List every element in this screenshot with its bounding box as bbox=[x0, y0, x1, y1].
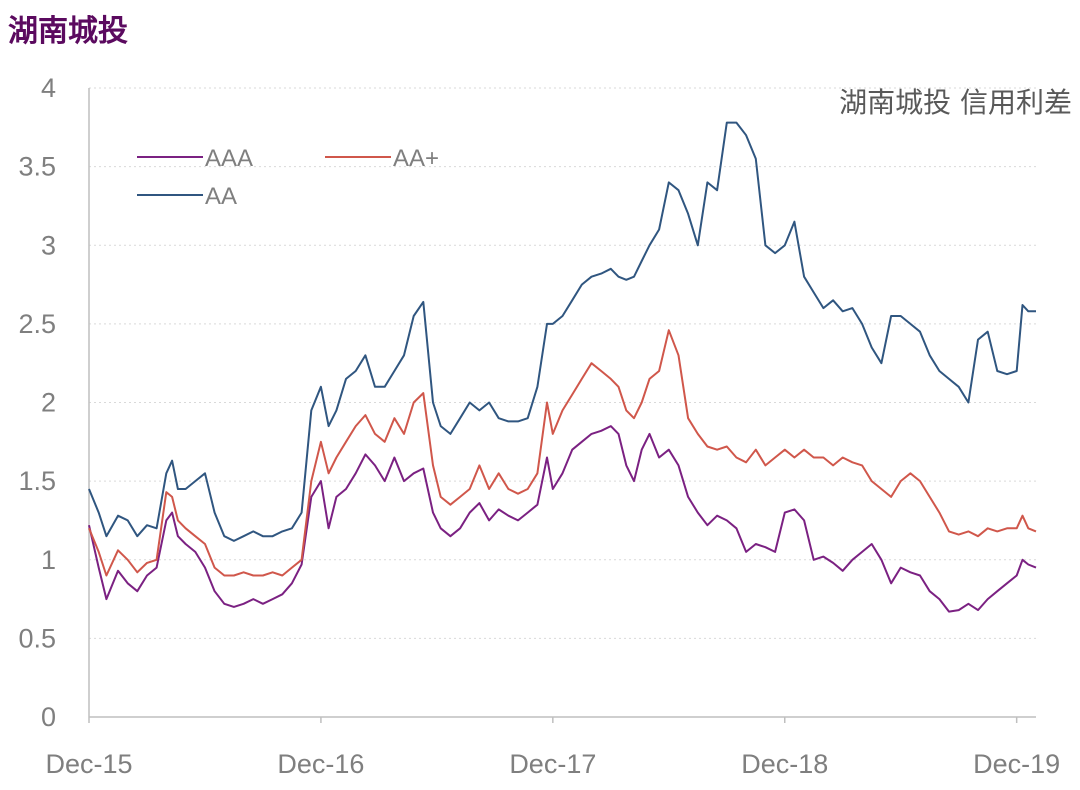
x-tick-label: Dec-16 bbox=[277, 749, 364, 779]
x-axis-ticks: Dec-15 Dec-16 Dec-17 Dec-18 Dec-19 bbox=[45, 717, 1060, 779]
x-tick-label: Dec-18 bbox=[741, 749, 828, 779]
legend-label: AA bbox=[205, 183, 237, 210]
x-tick-label: Dec-17 bbox=[509, 749, 596, 779]
y-tick-label: 3.5 bbox=[18, 152, 56, 182]
axes bbox=[88, 88, 1036, 718]
y-axis-ticks: 0 0.5 1 1.5 2 2.5 3 3.5 4 bbox=[18, 73, 56, 732]
legend: AAA AA+ AA bbox=[137, 145, 439, 210]
y-tick-label: 0 bbox=[41, 702, 56, 732]
series-line-aa bbox=[88, 121, 1036, 542]
y-tick-label: 1 bbox=[41, 545, 56, 575]
chart-title: 湖南城投 信用利差 bbox=[839, 86, 1072, 119]
series-line-aaa bbox=[88, 425, 1037, 613]
legend-label: AAA bbox=[205, 145, 253, 172]
y-tick-label: 3 bbox=[41, 230, 56, 260]
y-tick-label: 1.5 bbox=[18, 466, 56, 496]
page-title: 湖南城投 bbox=[8, 14, 128, 49]
x-tick-label: Dec-15 bbox=[45, 749, 132, 779]
legend-label: AA+ bbox=[393, 145, 439, 172]
y-tick-label: 0.5 bbox=[18, 623, 56, 653]
x-tick-label: Dec-19 bbox=[973, 749, 1060, 779]
y-tick-label: 4 bbox=[41, 73, 56, 103]
y-tick-label: 2.5 bbox=[18, 309, 56, 339]
y-tick-label: 2 bbox=[41, 388, 56, 418]
series-lines bbox=[88, 121, 1037, 613]
series-line-aaplus bbox=[88, 329, 1037, 577]
